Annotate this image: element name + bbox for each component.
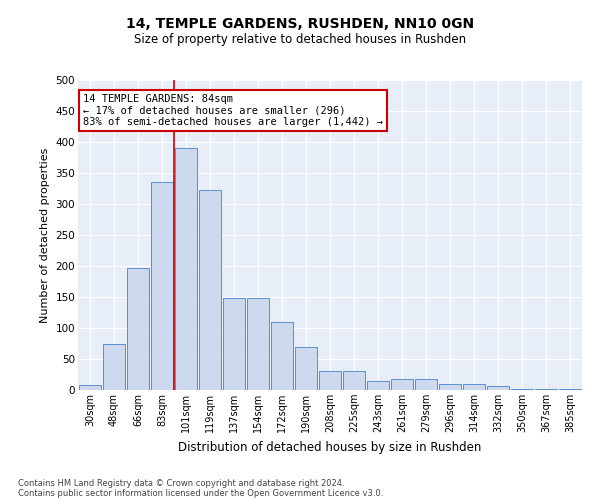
Bar [175, 148, 197, 390]
Bar [463, 384, 485, 390]
Text: 14 TEMPLE GARDENS: 84sqm
← 17% of detached houses are smaller (296)
83% of semi-: 14 TEMPLE GARDENS: 84sqm ← 17% of detach… [83, 94, 383, 127]
Bar [271, 322, 293, 390]
Bar [223, 298, 245, 390]
Bar [319, 372, 341, 390]
Text: Contains HM Land Registry data © Crown copyright and database right 2024.: Contains HM Land Registry data © Crown c… [18, 478, 344, 488]
Bar [295, 346, 317, 390]
Text: Contains public sector information licensed under the Open Government Licence v3: Contains public sector information licen… [18, 488, 383, 498]
Text: Size of property relative to detached houses in Rushden: Size of property relative to detached ho… [134, 32, 466, 46]
Bar [487, 386, 509, 390]
Bar [127, 268, 149, 390]
Bar [511, 389, 533, 390]
Bar [367, 380, 389, 390]
Bar [79, 385, 101, 390]
Bar [247, 298, 269, 390]
Bar [151, 182, 173, 390]
Y-axis label: Number of detached properties: Number of detached properties [40, 148, 50, 322]
Text: 14, TEMPLE GARDENS, RUSHDEN, NN10 0GN: 14, TEMPLE GARDENS, RUSHDEN, NN10 0GN [126, 18, 474, 32]
Bar [343, 372, 365, 390]
Bar [439, 384, 461, 390]
Bar [103, 344, 125, 390]
Bar [415, 379, 437, 390]
Bar [199, 190, 221, 390]
Bar [391, 379, 413, 390]
X-axis label: Distribution of detached houses by size in Rushden: Distribution of detached houses by size … [178, 440, 482, 454]
